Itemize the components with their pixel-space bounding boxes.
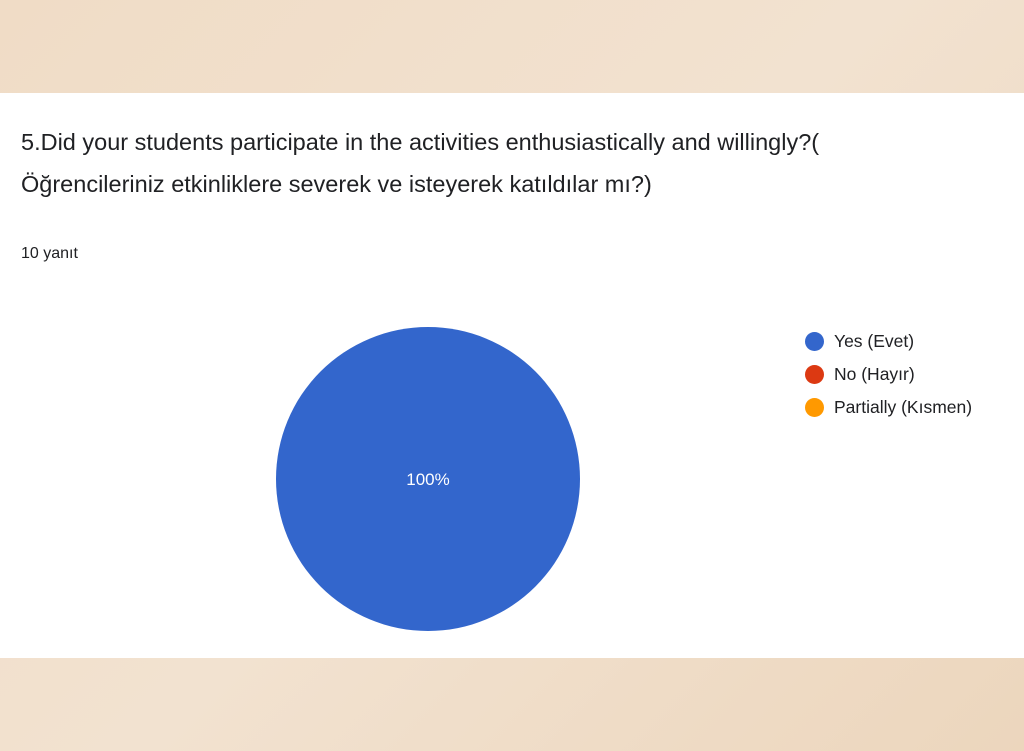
response-count: 10 yanıt bbox=[21, 245, 78, 262]
chart-legend: Yes (Evet) No (Hayır) Partially (Kısmen) bbox=[805, 325, 972, 424]
legend-label: Yes (Evet) bbox=[834, 331, 915, 351]
pie-slices bbox=[276, 327, 580, 631]
pie-slice-label: 100% bbox=[406, 470, 449, 489]
legend-item[interactable]: Partially (Kısmen) bbox=[805, 391, 972, 424]
legend-item[interactable]: Yes (Evet) bbox=[805, 325, 972, 358]
legend-label: Partially (Kısmen) bbox=[834, 397, 973, 417]
question-card: 5.Did your students participate in the a… bbox=[0, 93, 1024, 658]
legend-label: No (Hayır) bbox=[834, 364, 915, 384]
question-line-2: Öğrencileriniz etkinliklere severek ve i… bbox=[21, 171, 652, 197]
pie-chart: 100% bbox=[276, 327, 580, 631]
legend-swatch bbox=[805, 398, 824, 417]
legend-swatch bbox=[805, 332, 824, 351]
pie-slice-yes bbox=[276, 327, 580, 631]
pie-slice-labels: 100% bbox=[406, 470, 449, 489]
question-title: 5.Did your students participate in the a… bbox=[21, 121, 1001, 205]
question-line-1: 5.Did your students participate in the a… bbox=[21, 129, 820, 155]
legend-item[interactable]: No (Hayır) bbox=[805, 358, 972, 391]
legend-swatch bbox=[805, 365, 824, 384]
